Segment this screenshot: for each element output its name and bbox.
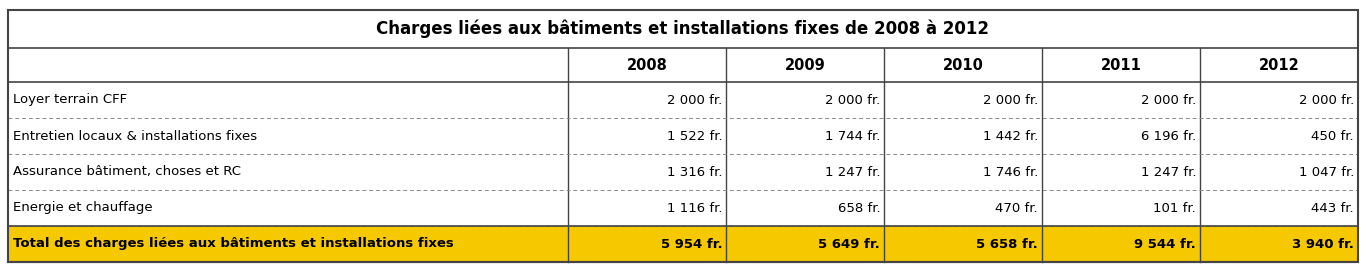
Text: 470 fr.: 470 fr. xyxy=(996,202,1038,214)
Text: 1 247 fr.: 1 247 fr. xyxy=(825,165,880,178)
Text: 3 940 fr.: 3 940 fr. xyxy=(1292,238,1354,251)
Text: 1 746 fr.: 1 746 fr. xyxy=(982,165,1038,178)
Text: 443 fr.: 443 fr. xyxy=(1311,202,1354,214)
Text: 5 658 fr.: 5 658 fr. xyxy=(977,238,1038,251)
Text: 2010: 2010 xyxy=(943,57,984,73)
Text: Energie et chauffage: Energie et chauffage xyxy=(14,202,153,214)
Text: 2 000 fr.: 2 000 fr. xyxy=(984,94,1038,106)
Text: 1 316 fr.: 1 316 fr. xyxy=(667,165,723,178)
Text: 1 247 fr.: 1 247 fr. xyxy=(1141,165,1197,178)
Text: 9 544 fr.: 9 544 fr. xyxy=(1134,238,1197,251)
Text: 5 649 fr.: 5 649 fr. xyxy=(818,238,880,251)
Text: 2008: 2008 xyxy=(627,57,668,73)
Bar xyxy=(8,226,1358,262)
Text: 1 522 fr.: 1 522 fr. xyxy=(667,130,723,143)
Text: Entretien locaux & installations fixes: Entretien locaux & installations fixes xyxy=(14,130,257,143)
Text: 2 000 fr.: 2 000 fr. xyxy=(667,94,723,106)
Text: 2009: 2009 xyxy=(785,57,825,73)
Text: 450 fr.: 450 fr. xyxy=(1311,130,1354,143)
Text: 2 000 fr.: 2 000 fr. xyxy=(825,94,880,106)
Text: Loyer terrain CFF: Loyer terrain CFF xyxy=(14,94,127,106)
Text: 2 000 fr.: 2 000 fr. xyxy=(1141,94,1197,106)
Text: 1 442 fr.: 1 442 fr. xyxy=(982,130,1038,143)
Text: 1 116 fr.: 1 116 fr. xyxy=(667,202,723,214)
Text: 2 000 fr.: 2 000 fr. xyxy=(1299,94,1354,106)
Text: 2012: 2012 xyxy=(1258,57,1299,73)
Text: Charges liées aux bâtiments et installations fixes de 2008 à 2012: Charges liées aux bâtiments et installat… xyxy=(377,20,989,38)
Text: 1 047 fr.: 1 047 fr. xyxy=(1299,165,1354,178)
Text: 5 954 fr.: 5 954 fr. xyxy=(661,238,723,251)
Text: 1 744 fr.: 1 744 fr. xyxy=(825,130,880,143)
Text: 6 196 fr.: 6 196 fr. xyxy=(1141,130,1197,143)
Text: Assurance bâtiment, choses et RC: Assurance bâtiment, choses et RC xyxy=(14,165,240,178)
Text: Total des charges liées aux bâtiments et installations fixes: Total des charges liées aux bâtiments et… xyxy=(14,238,454,251)
Text: 658 fr.: 658 fr. xyxy=(837,202,880,214)
Text: 2011: 2011 xyxy=(1101,57,1142,73)
Text: 101 fr.: 101 fr. xyxy=(1153,202,1197,214)
